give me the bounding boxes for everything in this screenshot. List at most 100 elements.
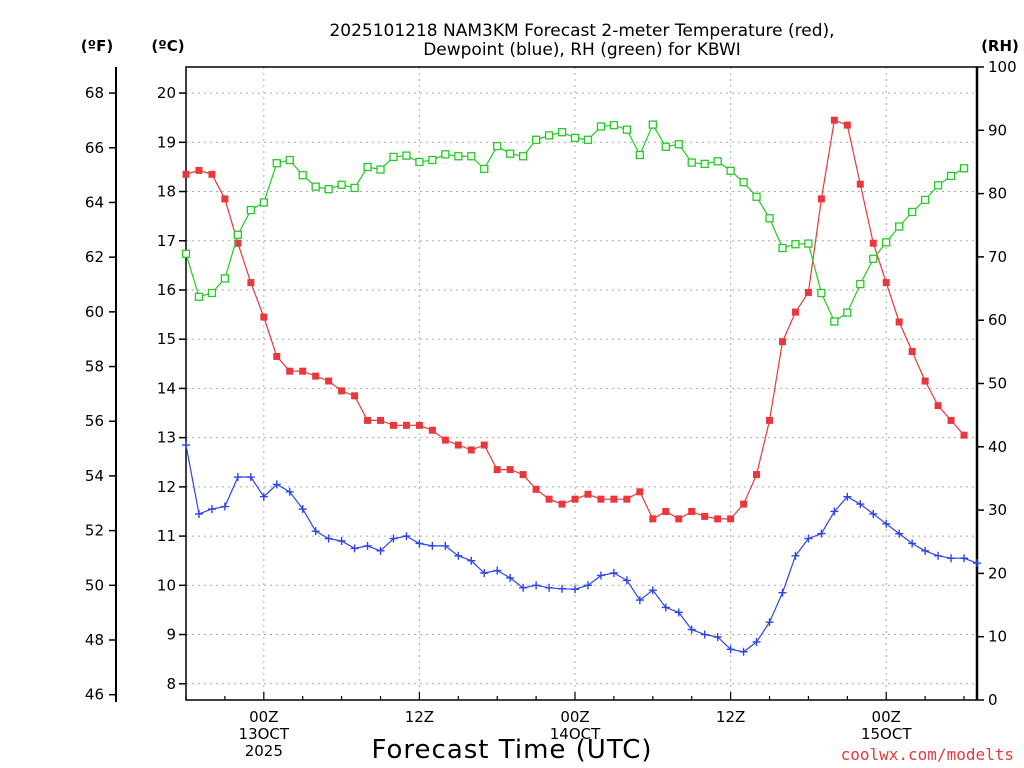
x-tick-label: 00Z (872, 708, 901, 726)
rh-point (752, 192, 761, 201)
rh-point (661, 142, 670, 151)
dewpoint-point (921, 546, 930, 555)
rh-point (933, 181, 943, 190)
dewpoint-point (272, 480, 281, 489)
dewpoint-point (752, 637, 761, 646)
temperature-point (221, 195, 229, 203)
dewpoint-point (687, 625, 696, 634)
temperature-point (701, 512, 709, 520)
temperature-point (662, 507, 670, 515)
temperature-point (402, 421, 410, 429)
rh-point (622, 125, 632, 134)
celsius-tick-label: 15 (157, 330, 176, 348)
dewpoint-line (185, 444, 978, 653)
rh-point (908, 207, 917, 217)
dewpoint-point (791, 551, 800, 560)
temperature-point (182, 170, 190, 178)
rh-point (635, 150, 645, 160)
dewpoint-point (259, 492, 268, 501)
dewpoint-point (947, 554, 956, 563)
dewpoint-point (843, 492, 852, 501)
dewpoint-point (285, 487, 294, 496)
dewpoint-point (233, 473, 242, 482)
fahrenheit-tick-label: 62 (85, 248, 104, 266)
fahrenheit-tick-label: 56 (85, 412, 104, 430)
temperature-point (519, 471, 527, 479)
rh-tick-label: 30 (988, 501, 1007, 519)
fahrenheit-tick-label: 60 (85, 303, 104, 321)
rh-point (531, 135, 541, 144)
dewpoint-point (817, 529, 826, 538)
celsius-tick-label: 14 (157, 379, 176, 397)
celsius-tick-label: 16 (157, 281, 176, 299)
temperature-point (753, 471, 761, 479)
temperature-point (960, 431, 968, 439)
dewpoint-point (493, 566, 502, 575)
temperature-point (869, 239, 877, 247)
temperature-point (675, 515, 683, 523)
x-tick-label: 00Z (249, 708, 278, 726)
rh-point (856, 279, 865, 289)
dewpoint-point (337, 537, 346, 546)
dewpoint-point (519, 583, 528, 592)
fahrenheit-tick-label: 54 (85, 467, 104, 485)
celsius-tick-label: 17 (157, 232, 176, 250)
dewpoint-point (609, 569, 618, 578)
temperature-point (377, 416, 385, 424)
celsius-tick-label: 9 (166, 626, 176, 644)
temperature-point (778, 338, 786, 346)
temperature-point (325, 377, 333, 385)
dewpoint-point (830, 507, 839, 516)
rh-unit-label: (RH) (981, 37, 1019, 55)
rh-point (518, 152, 528, 161)
rh-point (843, 308, 852, 317)
temperature-point (299, 367, 307, 375)
credit-text: coolwx.com/modelts (841, 745, 1014, 764)
celsius-tick-label: 13 (157, 429, 176, 447)
rh-point (920, 195, 930, 205)
rh-point (259, 198, 268, 207)
rh-point (817, 288, 826, 298)
temperature-point (441, 436, 449, 444)
temperature-point (364, 416, 372, 424)
dewpoint-point (713, 632, 722, 641)
rh-point (596, 122, 606, 131)
rh-point (454, 152, 463, 161)
rh-tick-label: 90 (988, 121, 1007, 139)
rh-point (493, 141, 502, 151)
temperature-point (351, 392, 359, 400)
dewpoint-point (402, 532, 411, 541)
temperature-point (843, 121, 851, 129)
rh-point (376, 165, 385, 174)
rh-point (895, 222, 904, 231)
temperature-point (714, 515, 722, 523)
rh-point (428, 155, 437, 165)
dewpoint-point (648, 586, 657, 595)
rh-point (570, 133, 580, 143)
rh-point (882, 238, 891, 247)
dewpoint-point (700, 630, 709, 639)
rh-point (583, 135, 593, 144)
temperature-point (506, 466, 514, 474)
rh-point (674, 140, 683, 149)
dewpoint-point (635, 596, 644, 605)
temperature-point (195, 166, 203, 174)
dewpoint-point (804, 534, 813, 543)
fahrenheit-tick-label: 50 (85, 576, 104, 594)
rh-point (441, 150, 450, 159)
temperature-point (610, 495, 618, 503)
dewpoint-point (532, 581, 541, 590)
dewpoint-point (363, 541, 372, 550)
chart-title-line-1: 2025101218 NAM3KM Forecast 2-meter Tempe… (329, 21, 834, 41)
rh-point (467, 152, 476, 161)
temperature-point (273, 352, 281, 360)
rh-point (311, 182, 320, 191)
temperature-point (428, 426, 436, 434)
celsius-tick-label: 8 (166, 675, 176, 693)
axes: 46 48 50 52 54 56 58 60 62 64 66 68 8 9 10 11 12 13 14 15 16… (85, 58, 1017, 760)
dewpoint-point (558, 584, 567, 593)
temperature-point (947, 416, 955, 424)
rh-tick-label: 60 (988, 311, 1007, 329)
celsius-tick-label: 18 (157, 183, 176, 201)
temperature-point (688, 507, 696, 515)
